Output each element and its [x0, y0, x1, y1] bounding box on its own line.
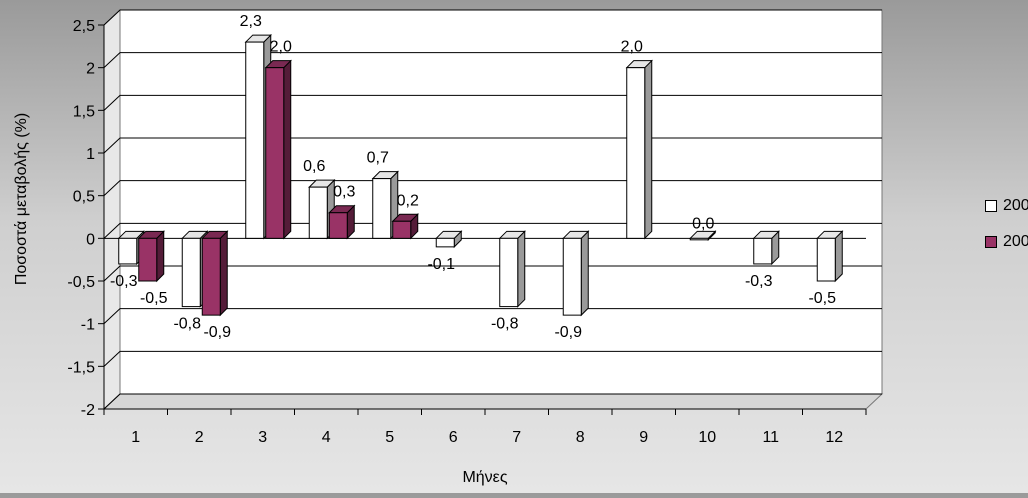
bar-2008-2 — [181, 237, 201, 308]
x-tick-label: 7 — [512, 429, 521, 446]
bar-2008-8 — [562, 237, 582, 316]
y-tick-label: 0 — [86, 231, 95, 248]
data-label-2008-10: 0,0 — [692, 215, 714, 232]
data-label-2008-8: -0,9 — [554, 324, 582, 341]
gridline — [103, 350, 882, 367]
y-tick-label: 0,5 — [73, 189, 95, 206]
data-label-2009-1: -0,5 — [140, 290, 168, 307]
y-tick-label: -1,5 — [67, 359, 95, 376]
bar-2009-2 — [201, 237, 221, 316]
bar-2009-3 — [265, 67, 285, 239]
legend: 2008 2009 — [985, 195, 1028, 267]
y-axis-title: Ποσοστά μεταβολής (%) — [13, 113, 30, 285]
bar-2008-7 — [499, 237, 519, 308]
bar-2008-10 — [689, 237, 709, 241]
x-tick-label: 1 — [131, 429, 140, 446]
plot-floor — [102, 393, 884, 410]
x-tick-label: 3 — [258, 429, 267, 446]
x-tick-label: 9 — [639, 429, 648, 446]
bar-2008-9 — [626, 67, 646, 239]
data-label-2008-6: -0,1 — [427, 256, 455, 273]
legend-item-2009: 2009 — [985, 231, 1028, 253]
plot-side-wall — [103, 8, 121, 411]
legend-label-2009: 2009 — [1003, 233, 1028, 250]
bar-side — [219, 230, 228, 317]
legend-item-2008: 2008 — [985, 195, 1028, 217]
data-label-2008-7: -0,8 — [491, 316, 519, 333]
bar-2008-11 — [753, 237, 773, 265]
y-tick-label: -1 — [81, 317, 95, 334]
y-tick-label: 1 — [86, 146, 95, 163]
x-tick-label: 10 — [698, 429, 716, 446]
y-tick-label: 1,5 — [73, 103, 95, 120]
data-label-2009-3: 2,0 — [270, 39, 292, 56]
x-tick-label: 4 — [322, 429, 331, 446]
x-tick-label: 5 — [385, 429, 394, 446]
gridline — [103, 265, 882, 282]
bar-side — [517, 230, 526, 308]
bar-2009-1 — [138, 237, 158, 282]
data-label-2008-1: -0,3 — [110, 273, 138, 290]
data-label-2008-2: -0,8 — [173, 316, 201, 333]
x-axis-title: Μήνες — [462, 469, 507, 486]
data-label-2008-9: 2,0 — [621, 39, 643, 56]
bar-2009-5 — [392, 220, 412, 239]
bar-2008-12 — [816, 237, 836, 282]
legend-swatch-2008 — [985, 200, 997, 212]
bar-side — [156, 230, 165, 283]
x-tick-label: 6 — [449, 429, 458, 446]
data-label-2008-4: 0,6 — [303, 158, 325, 175]
bar-2008-4 — [308, 186, 328, 239]
data-label-2008-3: 2,3 — [240, 13, 262, 30]
y-tick-label: -2 — [81, 402, 95, 419]
x-tick-label: 11 — [762, 429, 779, 446]
x-tick-label: 8 — [576, 429, 585, 446]
bar-2008-5 — [372, 178, 392, 239]
y-tick-label: 2,5 — [73, 18, 95, 35]
gridline — [103, 9, 882, 26]
data-label-2009-4: 0,3 — [333, 184, 355, 201]
legend-label-2008: 2008 — [1003, 197, 1028, 214]
x-tick-label: 12 — [825, 429, 843, 446]
data-label-2008-12: -0,5 — [808, 290, 836, 307]
gridline — [103, 393, 882, 410]
data-label-2009-5: 0,2 — [397, 192, 419, 209]
bar-2008-3 — [245, 41, 265, 239]
y-tick-label: 2 — [86, 61, 95, 78]
legend-swatch-2009 — [985, 236, 997, 248]
bar-side — [580, 230, 589, 317]
bar-2009-4 — [328, 212, 348, 239]
bar-side — [283, 59, 292, 240]
data-label-2008-11: -0,3 — [745, 273, 773, 290]
gridline — [103, 52, 882, 69]
bar-2008-6 — [435, 237, 455, 248]
bar-side — [644, 59, 653, 240]
x-tick-label: 2 — [195, 429, 204, 446]
bar-2008-1 — [118, 237, 138, 265]
data-label-2009-2: -0,9 — [203, 324, 231, 341]
plot-back-wall — [119, 9, 883, 395]
data-label-2008-5: 0,7 — [367, 150, 389, 167]
y-tick-label: -0,5 — [67, 274, 95, 291]
bar-side — [834, 230, 843, 283]
gridline — [103, 308, 882, 325]
